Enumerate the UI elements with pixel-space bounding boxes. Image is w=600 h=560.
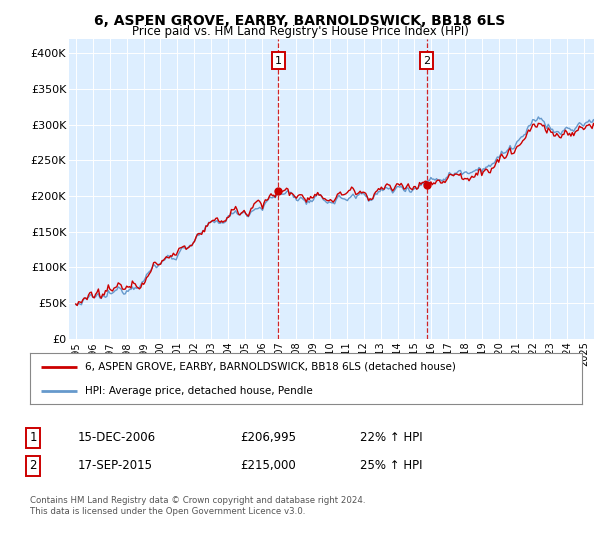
Text: 2: 2 [423, 55, 430, 66]
Text: 17-SEP-2015: 17-SEP-2015 [78, 459, 153, 473]
Text: 2: 2 [29, 459, 37, 473]
Text: 25% ↑ HPI: 25% ↑ HPI [360, 459, 422, 473]
Text: HPI: Average price, detached house, Pendle: HPI: Average price, detached house, Pend… [85, 386, 313, 396]
Text: 1: 1 [29, 431, 37, 445]
Text: Price paid vs. HM Land Registry's House Price Index (HPI): Price paid vs. HM Land Registry's House … [131, 25, 469, 38]
Text: £206,995: £206,995 [240, 431, 296, 445]
Text: Contains HM Land Registry data © Crown copyright and database right 2024.
This d: Contains HM Land Registry data © Crown c… [30, 496, 365, 516]
Text: 6, ASPEN GROVE, EARBY, BARNOLDSWICK, BB18 6LS (detached house): 6, ASPEN GROVE, EARBY, BARNOLDSWICK, BB1… [85, 362, 456, 372]
Text: 6, ASPEN GROVE, EARBY, BARNOLDSWICK, BB18 6LS: 6, ASPEN GROVE, EARBY, BARNOLDSWICK, BB1… [94, 14, 506, 28]
Text: 22% ↑ HPI: 22% ↑ HPI [360, 431, 422, 445]
Text: 15-DEC-2006: 15-DEC-2006 [78, 431, 156, 445]
Text: £215,000: £215,000 [240, 459, 296, 473]
Text: 1: 1 [275, 55, 282, 66]
